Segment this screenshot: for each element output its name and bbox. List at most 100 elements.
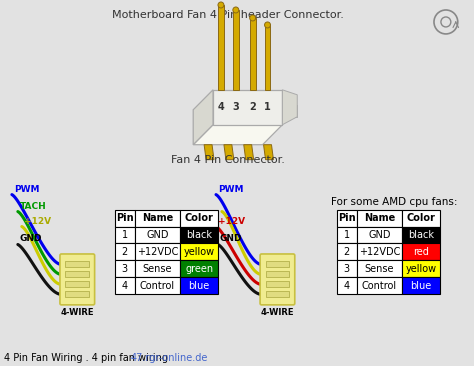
Text: green: green [185, 264, 213, 274]
Text: 4-WIRE: 4-WIRE [261, 309, 294, 317]
Bar [65, 281, 89, 287]
Bar [337, 243, 357, 261]
Text: 47.rgr-online.de: 47.rgr-online.de [131, 353, 208, 363]
Polygon shape [250, 18, 255, 90]
Text: Fan 4 Pin Connector.: Fan 4 Pin Connector. [171, 155, 285, 165]
Polygon shape [233, 10, 239, 90]
Polygon shape [193, 125, 283, 145]
Text: PWM: PWM [218, 184, 244, 194]
Circle shape [218, 2, 224, 8]
Bar [402, 277, 440, 294]
Text: 4: 4 [218, 102, 224, 112]
Bar [357, 227, 402, 243]
Text: yellow: yellow [183, 247, 215, 257]
FancyBboxPatch shape [260, 254, 295, 305]
Text: Color: Color [407, 213, 436, 223]
Bar [135, 210, 180, 227]
Bar [180, 227, 218, 243]
Bar [265, 291, 289, 298]
Bar [265, 261, 289, 268]
Text: 2: 2 [249, 102, 256, 112]
Bar [357, 277, 402, 294]
Text: 2: 2 [344, 247, 350, 257]
Bar [357, 243, 402, 261]
Bar [357, 210, 402, 227]
Bar [265, 281, 289, 287]
Polygon shape [244, 145, 254, 160]
Text: +12VDC: +12VDC [359, 247, 400, 257]
Text: For some AMD cpu fans:: For some AMD cpu fans: [331, 197, 457, 206]
Text: 4-WIRE: 4-WIRE [61, 309, 94, 317]
Text: Motherboard Fan 4 Pin header Connector.: Motherboard Fan 4 Pin header Connector. [112, 10, 344, 20]
Polygon shape [264, 25, 271, 90]
Polygon shape [213, 90, 283, 125]
Text: GND: GND [368, 230, 391, 240]
Bar [135, 261, 180, 277]
Bar [65, 272, 89, 277]
Polygon shape [224, 145, 234, 160]
Text: yellow: yellow [406, 264, 437, 274]
Bar [180, 243, 218, 261]
Text: GND: GND [220, 235, 243, 243]
Text: 3: 3 [122, 264, 128, 274]
Text: 2: 2 [122, 247, 128, 257]
Bar [115, 227, 135, 243]
Text: +12VDC: +12VDC [137, 247, 178, 257]
Bar [180, 277, 218, 294]
Text: Control: Control [362, 281, 397, 291]
Bar [180, 261, 218, 277]
Text: Name: Name [142, 213, 173, 223]
Bar [402, 210, 440, 227]
Text: black: black [408, 230, 434, 240]
Text: 1: 1 [344, 230, 350, 240]
Text: +12V: +12V [24, 217, 51, 225]
Bar [180, 210, 218, 227]
Bar [115, 210, 135, 227]
Text: Name: Name [364, 213, 395, 223]
Text: 4: 4 [344, 281, 350, 291]
Text: Control: Control [140, 281, 175, 291]
Polygon shape [218, 5, 224, 90]
Polygon shape [193, 90, 213, 145]
Text: black: black [186, 230, 212, 240]
Bar [337, 277, 357, 294]
Text: 1: 1 [122, 230, 128, 240]
Bar [265, 272, 289, 277]
Text: red: red [413, 247, 429, 257]
Bar [402, 261, 440, 277]
Bar [135, 227, 180, 243]
FancyBboxPatch shape [60, 254, 95, 305]
Text: TACH: TACH [20, 202, 46, 210]
Bar [65, 261, 89, 268]
Bar [402, 227, 440, 243]
Bar [115, 261, 135, 277]
Text: blue: blue [410, 281, 432, 291]
Bar [115, 243, 135, 261]
Bar [402, 243, 440, 261]
Text: 4: 4 [122, 281, 128, 291]
Text: Pin: Pin [116, 213, 134, 223]
Text: Sense: Sense [143, 264, 172, 274]
Circle shape [264, 22, 271, 28]
Text: GND: GND [146, 230, 169, 240]
Text: blue: blue [189, 281, 210, 291]
Bar [65, 291, 89, 298]
Bar [337, 227, 357, 243]
Text: Color: Color [185, 213, 214, 223]
Text: PWM: PWM [14, 184, 39, 194]
Bar [337, 261, 357, 277]
Text: 3: 3 [344, 264, 350, 274]
Circle shape [250, 15, 255, 21]
Bar [135, 243, 180, 261]
Bar [357, 261, 402, 277]
Text: +12V: +12V [218, 217, 245, 225]
Text: 3: 3 [232, 102, 239, 112]
Polygon shape [264, 145, 273, 160]
Bar [115, 277, 135, 294]
Text: 1: 1 [264, 102, 271, 112]
Polygon shape [283, 105, 297, 117]
Text: GND: GND [20, 235, 42, 243]
Polygon shape [204, 145, 214, 160]
Text: Sense: Sense [365, 264, 394, 274]
Text: Pin: Pin [338, 213, 356, 223]
